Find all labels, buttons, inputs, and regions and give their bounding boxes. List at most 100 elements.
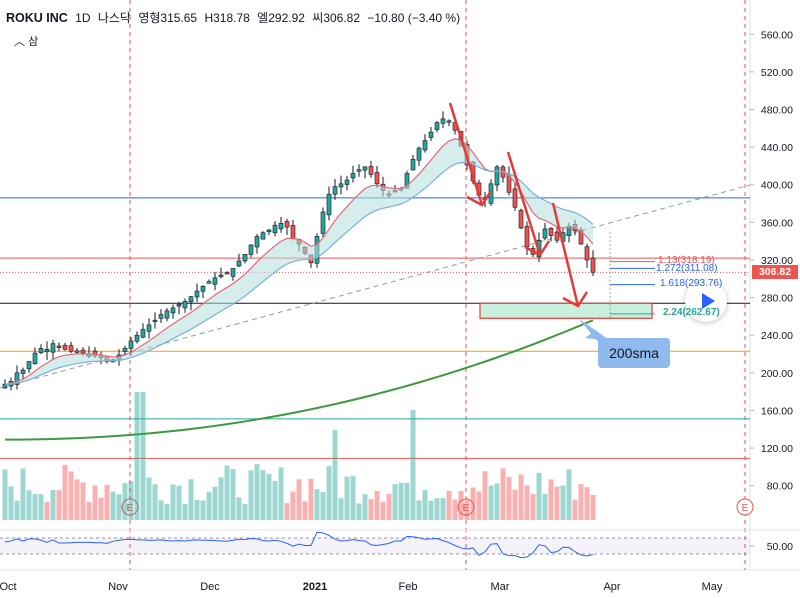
high-value: 318.78 [213, 11, 250, 25]
volume-bar [62, 464, 68, 520]
volume-bar [314, 489, 320, 520]
volume-bar [512, 489, 518, 520]
earnings-badge-letter: E [742, 503, 749, 514]
candle-body [176, 303, 182, 307]
volume-bar [194, 500, 200, 520]
price-tick-label: 120.00 [761, 443, 793, 455]
fib-label: 1.272(311.08) [656, 263, 718, 274]
volume-bars [2, 392, 596, 520]
candle-body [38, 348, 44, 353]
candle-body [446, 120, 452, 123]
volume-bar [26, 490, 32, 520]
interval[interactable]: 1D [75, 11, 91, 25]
volume-bar [116, 494, 122, 520]
candle-body [512, 188, 518, 208]
price-tick-label: 160.00 [761, 405, 793, 417]
candle-body [200, 286, 206, 292]
candle-body [194, 290, 200, 298]
earnings-badge-letter: E [463, 503, 470, 514]
close-value: 306.82 [323, 11, 361, 25]
change-value: −10.80 (−3.40 %) [367, 11, 461, 25]
candle-body [182, 301, 188, 309]
price-tick-label: 200.00 [761, 368, 793, 380]
candle-body [416, 147, 422, 161]
volume-bar [374, 490, 380, 520]
volume-bar [206, 491, 212, 520]
candle-body [236, 260, 242, 267]
volume-bar [416, 500, 422, 520]
volume-bar [290, 491, 296, 520]
sma-note-callout[interactable]: 200sma [598, 338, 670, 368]
candle-body [74, 350, 80, 353]
volume-bar [464, 499, 470, 520]
volume-bar [50, 489, 56, 520]
price-tick-label: 440.00 [761, 142, 793, 154]
candle-body [284, 221, 290, 228]
candle-body [338, 183, 344, 188]
candle-body [290, 225, 296, 239]
candle-body [326, 193, 332, 216]
low-label: 엘 [257, 11, 269, 25]
candle-body [524, 226, 530, 248]
earnings-badge [121, 498, 139, 516]
candle-body [344, 179, 350, 185]
earnings-badge-letter: E [127, 503, 134, 514]
candle-body [164, 310, 170, 319]
volume-bar [182, 503, 188, 520]
volume-bar [434, 498, 440, 520]
candle-body [56, 345, 62, 348]
volume-bar [272, 481, 278, 520]
volume-bar [350, 475, 356, 520]
arrowhead [466, 190, 493, 207]
target-zone-box [479, 302, 653, 319]
volume-bar [74, 479, 80, 520]
volume-bar [392, 484, 398, 520]
candle-body [32, 352, 38, 364]
volume-bar [368, 499, 374, 520]
candle-body [230, 268, 236, 277]
volume-bar [488, 485, 494, 520]
volume-bar [56, 490, 62, 520]
oscillator-line [4, 531, 594, 559]
time-tick-label: Mar [491, 581, 510, 593]
volume-bar [80, 482, 86, 520]
volume-bar [494, 483, 500, 520]
candle-body [50, 343, 56, 353]
volume-bar [146, 477, 152, 520]
volume-bar [128, 481, 134, 520]
candle-body [332, 186, 338, 195]
candle-body [68, 345, 74, 352]
volume-bar [170, 484, 176, 520]
volume-bar [38, 494, 44, 520]
candle-body [20, 369, 26, 374]
volume-bar [224, 465, 230, 520]
replay-button[interactable] [685, 280, 727, 322]
symbol-name[interactable]: ROKU INC [6, 11, 68, 25]
arrowhead [562, 291, 589, 308]
volume-bar [176, 485, 182, 520]
volume-bar [524, 485, 530, 520]
arrow-shaft [448, 102, 484, 206]
volume-bar [560, 485, 566, 520]
collapse-label: 삼 [28, 36, 39, 48]
candle-body [278, 223, 284, 230]
volume-bar [452, 499, 458, 520]
earnings-badge [457, 498, 475, 516]
candle-body [26, 361, 32, 370]
volume-bar [164, 503, 170, 520]
candle-body [248, 244, 254, 255]
volume-bar [254, 464, 260, 520]
candle-body [584, 246, 590, 261]
volume-bar [236, 497, 242, 520]
price-tick-label: 480.00 [761, 105, 793, 117]
candle-body [122, 348, 128, 352]
volume-bar [548, 479, 554, 520]
candle-body [554, 231, 560, 241]
collapse-toggle[interactable]: ︿ 삼 [14, 33, 38, 49]
earnings-badge [736, 498, 754, 516]
candle-body [152, 319, 158, 322]
volume-bar [470, 487, 476, 520]
volume-bar [584, 487, 590, 520]
time-tick-label: May [702, 581, 723, 593]
